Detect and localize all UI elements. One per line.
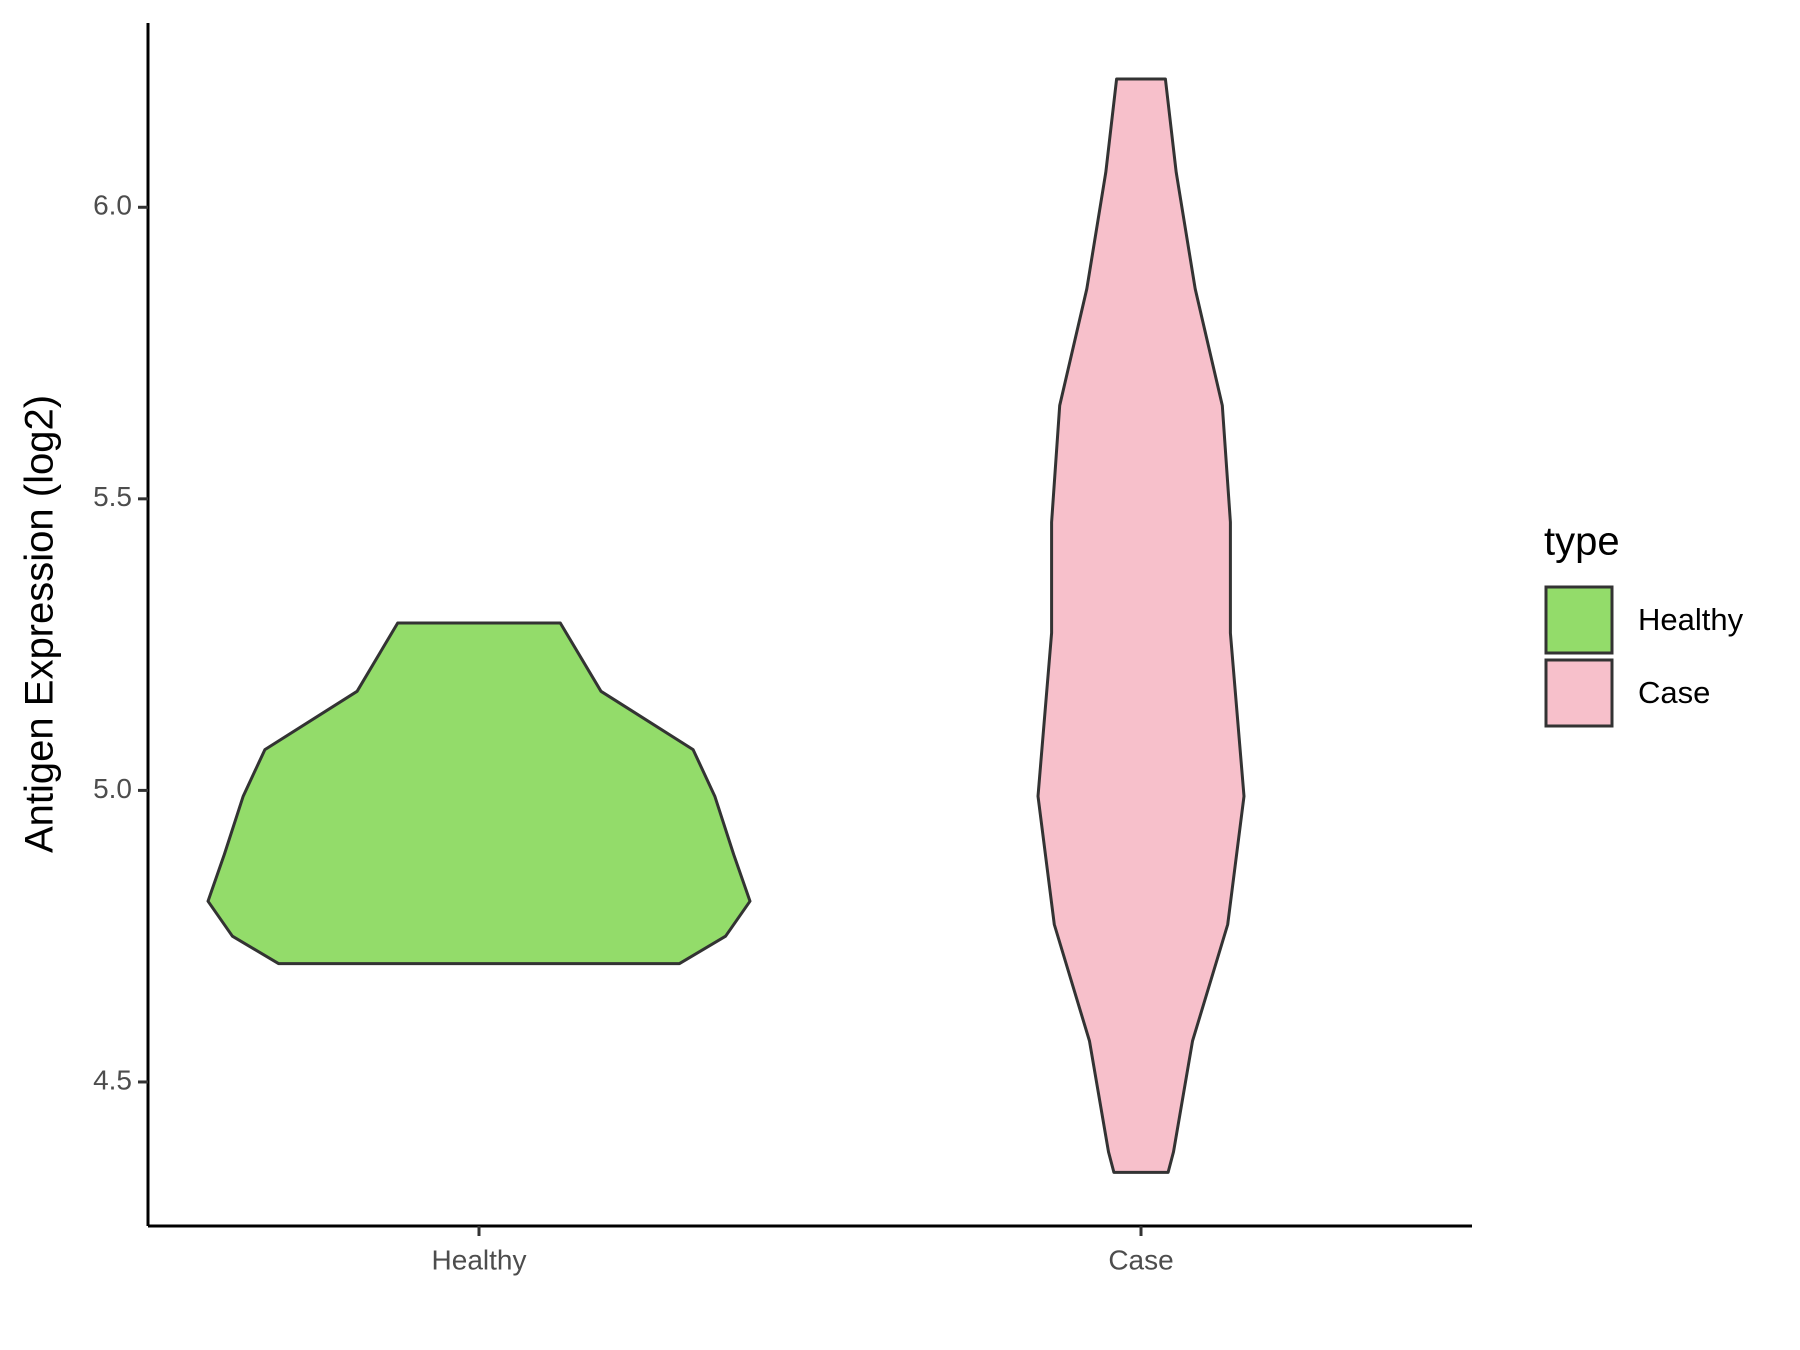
y-tick-label: 6.0 (93, 190, 132, 221)
x-tick-label: Healthy (432, 1244, 527, 1275)
y-tick-label: 5.5 (93, 481, 132, 512)
legend-label: Case (1638, 675, 1710, 710)
x-tick-label: Case (1108, 1244, 1173, 1275)
y-tick-label: 4.5 (93, 1064, 132, 1095)
legend-key (1544, 658, 1614, 728)
legend-label: Healthy (1638, 602, 1744, 637)
violin (1036, 77, 1246, 1174)
y-axis-title: Antigen Expression (log2) (18, 395, 62, 853)
legend-title: type (1544, 520, 1620, 564)
violin (206, 621, 752, 966)
y-tick-label: 5.0 (93, 773, 132, 804)
legend-key (1544, 585, 1614, 655)
